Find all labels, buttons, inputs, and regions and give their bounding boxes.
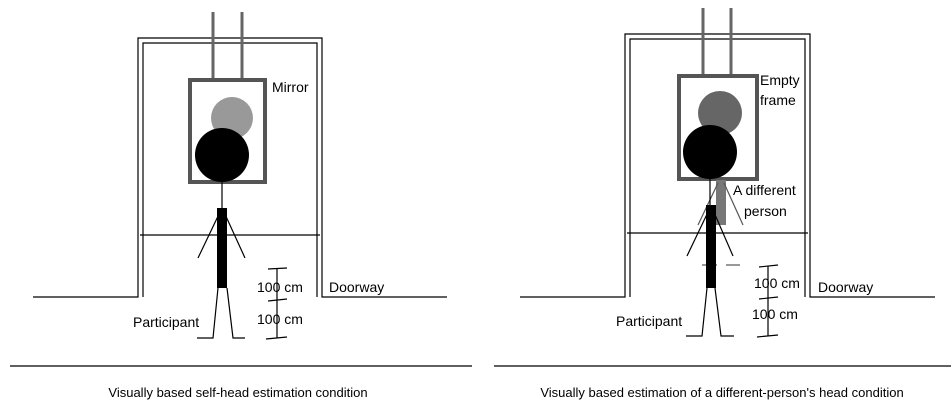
arm — [712, 209, 734, 257]
measure-tick — [758, 264, 779, 268]
other-person-label: person — [744, 203, 787, 219]
distance-label: 100 cm — [754, 275, 800, 291]
other-person-label: A different — [733, 182, 796, 198]
measure-tick — [265, 336, 288, 340]
other-person-head — [698, 91, 742, 135]
left-panel: 100 cm 100 cm Mirror Doorway Participant… — [10, 12, 472, 400]
doorway-outer — [520, 33, 935, 298]
measure-tick — [756, 334, 779, 338]
arm — [197, 211, 221, 259]
caption: Visually based self-head estimation cond… — [108, 385, 367, 400]
distance-label: 100 cm — [257, 311, 303, 327]
doorway-label: Doorway — [818, 279, 873, 295]
leg — [226, 287, 245, 339]
leg — [714, 287, 734, 337]
doorway-label: Doorway — [329, 279, 384, 295]
participant-head — [195, 128, 249, 182]
measure-tick — [758, 296, 779, 300]
measure-tick — [267, 267, 288, 270]
measure-tick — [267, 298, 288, 302]
leg — [197, 287, 219, 339]
participant-label: Participant — [616, 313, 682, 329]
mirror-label: Mirror — [272, 79, 309, 95]
other-person-arm — [723, 182, 744, 226]
caption: Visually based estimation of a different… — [540, 385, 903, 400]
participant-label: Participant — [133, 314, 199, 330]
other-person-body — [716, 180, 726, 225]
body — [706, 205, 716, 288]
other-person-arm — [697, 182, 719, 226]
body — [217, 208, 227, 288]
distance-label: 100 cm — [752, 306, 798, 322]
right-panel: 100 cm 100 cm Empty frame A different pe… — [494, 8, 951, 400]
arm — [223, 211, 246, 259]
arm — [686, 209, 710, 257]
distance-label: 100 cm — [257, 279, 303, 295]
doorway-outer — [33, 37, 447, 298]
frame-label: frame — [760, 92, 796, 108]
frame-label: Empty — [760, 72, 800, 88]
doorway-inner — [142, 42, 318, 297]
leg — [686, 287, 708, 337]
doorway-inner — [629, 38, 806, 297]
participant-head — [683, 125, 737, 179]
